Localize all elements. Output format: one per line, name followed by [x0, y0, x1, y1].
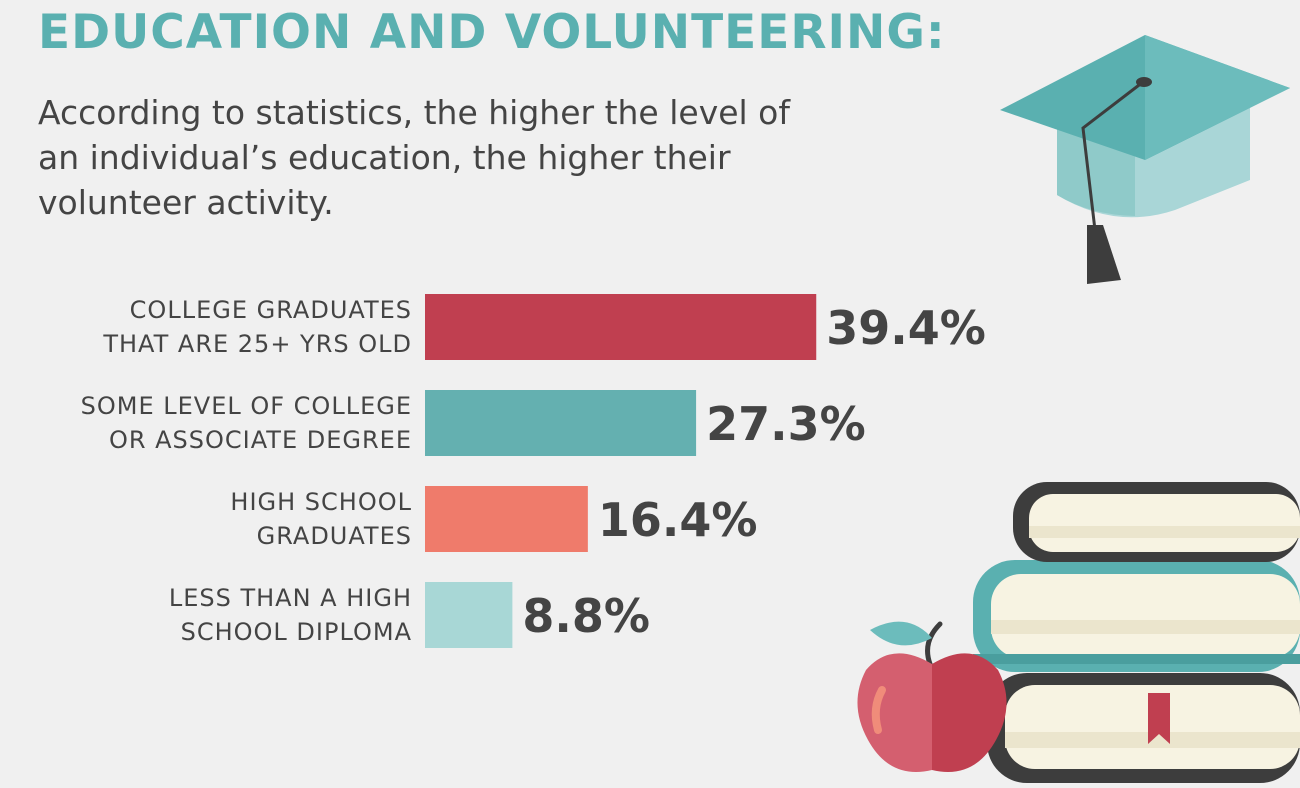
value-label-1: 39.4% — [826, 301, 986, 355]
bar-1 — [425, 294, 817, 360]
value-label-3: 16.4% — [598, 493, 758, 547]
education-volunteering-bar-chart: COLLEGE GRADUATES THAT ARE 25+ YRS OLD 39.… — [81, 294, 986, 648]
category-label-3: HIGH SCHOOL GRADUATES — [230, 488, 412, 550]
apple-icon — [857, 621, 1007, 772]
value-label-4: 8.8% — [522, 589, 650, 643]
bar-4 — [425, 582, 513, 648]
page-subtitle: According to statistics, the higher the … — [38, 93, 790, 222]
value-label-2: 27.3% — [706, 397, 866, 451]
category-label-1: COLLEGE GRADUATES THAT ARE 25+ YRS OLD — [102, 296, 412, 358]
stack-of-books-icon — [973, 482, 1300, 783]
bar-3 — [425, 486, 588, 552]
category-label-4: LESS THAN A HIGH SCHOOL DIPLOMA — [169, 584, 412, 646]
category-label-2: SOME LEVEL OF COLLEGE OR ASSOCIATE DEGREE — [81, 392, 412, 454]
page-title: EDUCATION AND VOLUNTEERING: — [38, 5, 946, 60]
bar-2 — [425, 390, 697, 456]
graduation-cap-icon — [1000, 35, 1290, 284]
